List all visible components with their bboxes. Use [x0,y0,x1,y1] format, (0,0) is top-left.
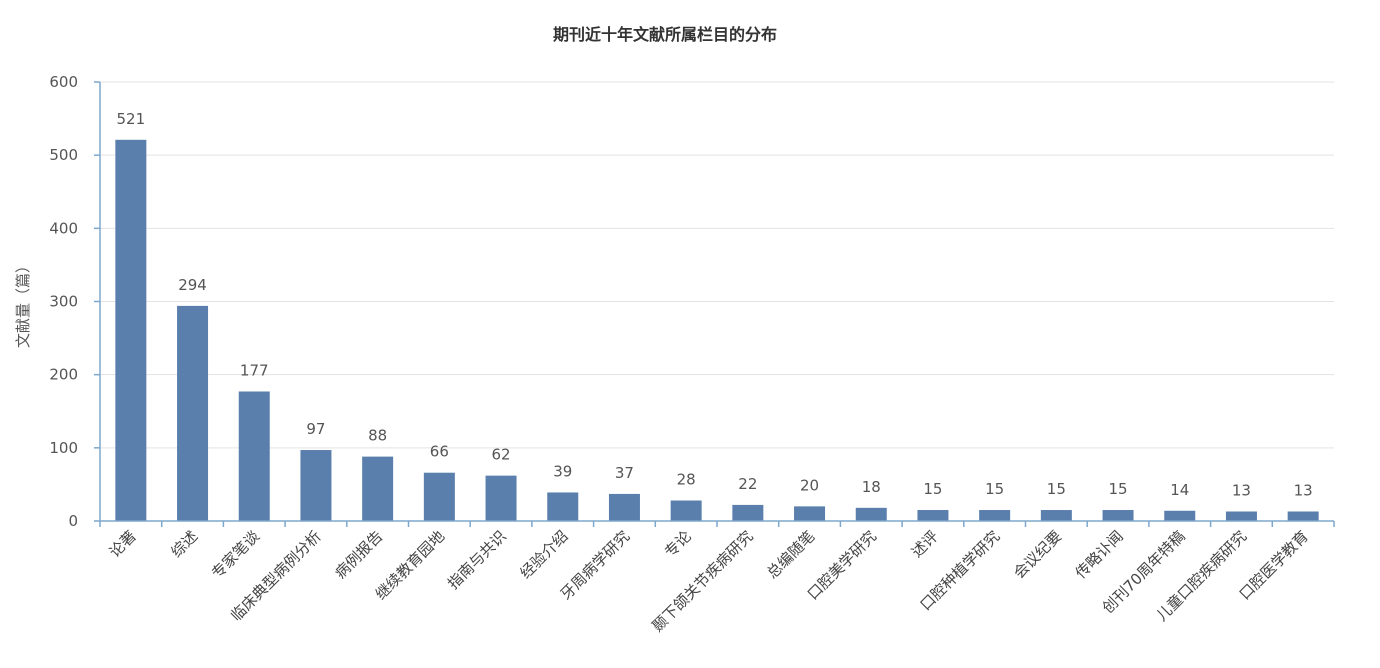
data-label: 39 [553,462,572,480]
bar[interactable] [979,510,1011,521]
x-tick-label: 综述 [167,527,201,561]
y-tick-label: 100 [49,439,78,457]
y-axis-ticks: 0 100 200 300 400 500 600 [49,73,78,530]
data-label: 177 [240,361,269,379]
x-tick-label: 专家笔谈 [208,527,263,582]
bars [115,139,1319,521]
bar[interactable] [300,450,332,521]
bar[interactable] [1287,511,1319,521]
data-label: 18 [862,478,881,496]
bar[interactable] [362,456,394,521]
data-label: 28 [677,471,696,489]
bar[interactable] [423,472,455,521]
x-tick-label: 病例报告 [331,527,386,582]
bar[interactable] [1225,511,1257,521]
data-label: 62 [492,446,511,464]
bar[interactable] [177,305,209,521]
y-tick-label: 400 [49,219,78,237]
y-tick-label: 500 [49,146,78,164]
data-labels: 521 294 177 97 88 66 62 39 37 28 22 20 18 15 15 15 15 14 1… [117,110,1313,500]
x-tick-label: 论著 [106,527,140,561]
y-tick-label: 0 [68,512,78,530]
x-tick-label: 传略讣闻 [1072,527,1127,582]
data-label: 15 [1047,480,1066,498]
y-tick-label: 200 [49,366,78,384]
x-tick-label: 指南与共识 [444,527,510,593]
data-label: 294 [178,276,207,294]
bar[interactable] [238,391,270,521]
data-label: 22 [738,475,757,493]
bar[interactable] [485,475,517,521]
data-label: 37 [615,464,634,482]
bar[interactable] [1164,510,1196,521]
data-label: 97 [306,420,325,438]
bar[interactable] [547,492,579,521]
bar[interactable] [1102,510,1134,521]
bar[interactable] [115,139,147,521]
data-label: 15 [1109,480,1128,498]
data-label: 14 [1170,481,1189,499]
data-label: 521 [117,110,146,128]
bar[interactable] [1040,510,1072,521]
data-label: 13 [1294,481,1313,499]
bar[interactable] [917,510,949,521]
x-tick-label: 会议纪要 [1010,527,1065,582]
bar[interactable] [670,500,702,521]
y-axis-title: 文献量（篇） [14,258,32,348]
gridlines [100,81,1334,449]
bar[interactable] [732,504,764,521]
x-tick-label: 经验介绍 [516,527,571,582]
data-label: 66 [430,443,449,461]
y-tick-label: 600 [49,73,78,91]
data-label: 20 [800,476,819,494]
x-tick-label: 专论 [661,527,695,561]
bar[interactable] [608,493,640,521]
data-label: 15 [985,480,1004,498]
bar[interactable] [794,506,826,521]
data-label: 13 [1232,481,1251,499]
data-label: 88 [368,427,387,445]
y-tick-label: 300 [49,293,78,311]
x-tick-label: 述评 [908,527,942,561]
x-tick-label: 总编随笔 [763,527,818,582]
chart-title: 期刊近十年文献所属栏目的分布 [553,25,777,44]
axes [94,81,1335,527]
bar[interactable] [855,507,887,521]
data-label: 15 [923,480,942,498]
